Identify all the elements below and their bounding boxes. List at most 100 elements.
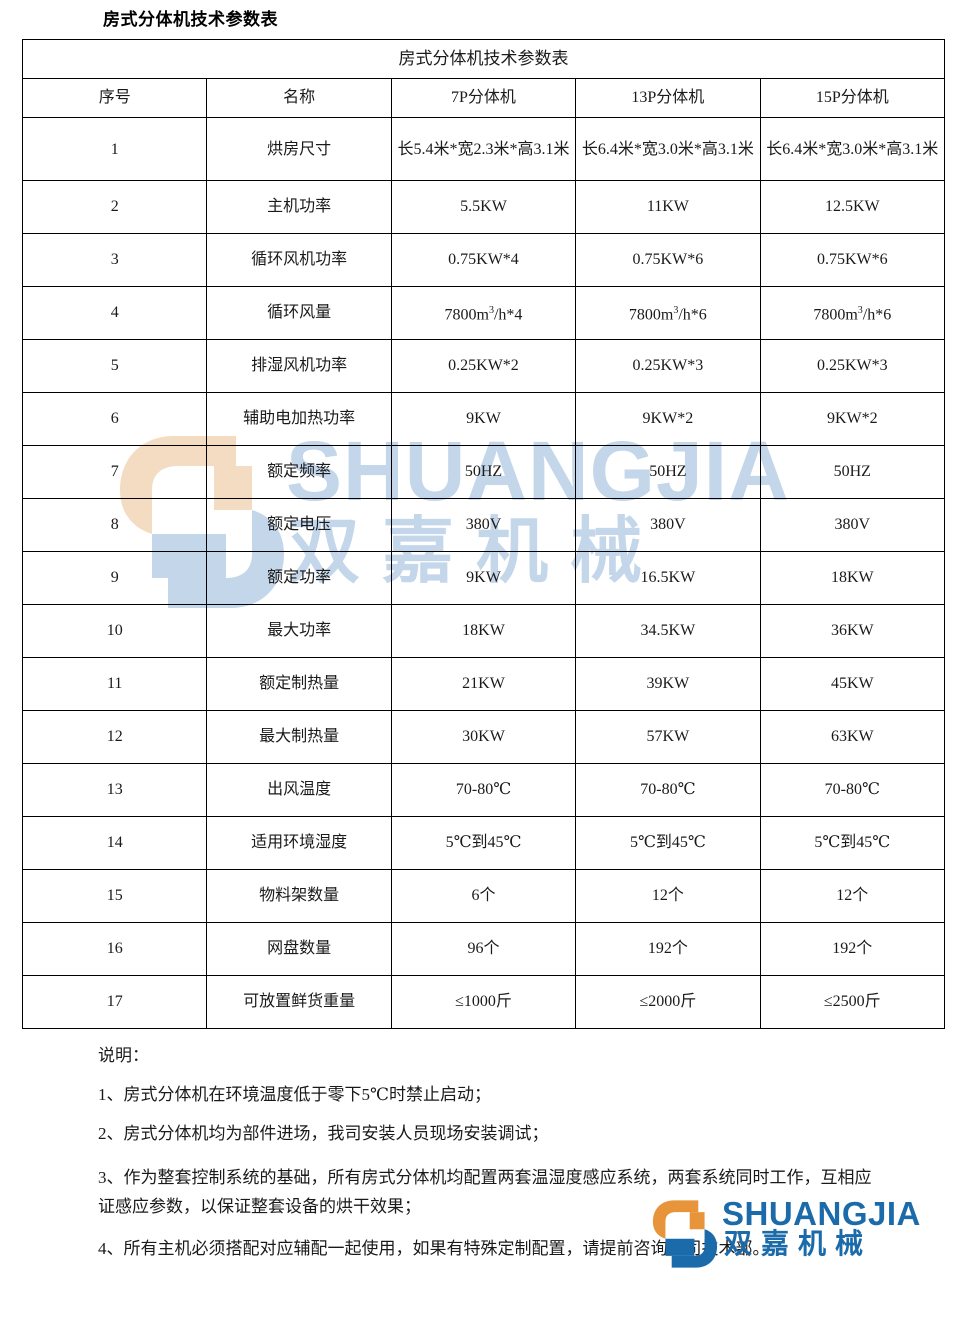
table-row: 5 排湿风机功率 0.25KW*2 0.25KW*3 0.25KW*3 xyxy=(21,339,946,393)
cell-model-7p: 380V xyxy=(390,498,577,552)
spec-table: 房式分体机技术参数表 序号 名称 7P分体机 13P分体机 15P分体机 1 烘房… xyxy=(21,39,946,1029)
cell-model-7p: 5℃到45℃ xyxy=(390,816,577,870)
cell-model-15p: 7800m3/h*6 xyxy=(759,286,946,340)
cell-index: 17 xyxy=(21,975,208,1029)
logo-text-cn: 双嘉机械 xyxy=(724,1228,873,1259)
cell-model-7p: 0.75KW*4 xyxy=(390,233,577,287)
cell-index: 7 xyxy=(21,445,208,499)
note-item-3: 3、作为整套控制系统的基础，所有房式分体机均配置两套温湿度感应系统，两套系统同时… xyxy=(98,1168,872,1216)
cell-name: 额定电压 xyxy=(206,498,392,552)
cell-model-13p: 0.25KW*3 xyxy=(575,339,761,393)
table-row: 15 物料架数量 6个 12个 12个 xyxy=(21,869,946,923)
cell-model-13p: 39KW xyxy=(575,657,761,711)
cell-name: 最大制热量 xyxy=(206,710,392,764)
column-header-model-13p: 13P分体机 xyxy=(575,78,761,118)
cell-model-13p: 11KW xyxy=(575,180,761,234)
cell-index: 4 xyxy=(21,286,208,340)
cell-name: 循环风机功率 xyxy=(206,233,392,287)
cell-model-7p: 30KW xyxy=(390,710,577,764)
cell-index: 3 xyxy=(21,233,208,287)
cell-index: 12 xyxy=(21,710,208,764)
cell-index: 16 xyxy=(21,922,208,976)
table-row: 13 出风温度 70-80℃ 70-80℃ 70-80℃ xyxy=(21,763,946,817)
table-row: 4 循环风量 7800m3/h*4 7800m3/h*6 7800m3/h*6 xyxy=(21,286,946,340)
table-row: 17 可放置鲜货重量 ≤1000斤 ≤2000斤 ≤2500斤 xyxy=(21,975,946,1029)
table-row: 7 额定频率 50HZ 50HZ 50HZ xyxy=(21,445,946,499)
cell-model-13p: 57KW xyxy=(575,710,761,764)
cell-model-15p: 380V xyxy=(759,498,946,552)
cell-model-13p: 12个 xyxy=(575,869,761,923)
cell-model-13p: 192个 xyxy=(575,922,761,976)
cell-model-7p: 5.5KW xyxy=(390,180,577,234)
cell-model-15p: 长6.4米*宽3.0米*高3.1米 xyxy=(759,117,946,181)
spec-table-body: 房式分体机技术参数表 序号 名称 7P分体机 13P分体机 15P分体机 1 烘房… xyxy=(21,39,946,1029)
cell-model-15p: 63KW xyxy=(759,710,946,764)
cell-model-7p: 50HZ xyxy=(390,445,577,499)
note-item-2: 2、房式分体机均为部件进场，我司安装人员现场安装调试； xyxy=(98,1124,549,1143)
cell-model-13p: ≤2000斤 xyxy=(575,975,761,1029)
cell-name: 物料架数量 xyxy=(206,869,392,923)
cell-model-7p: 21KW xyxy=(390,657,577,711)
cell-model-13p: 50HZ xyxy=(575,445,761,499)
column-header-name: 名称 xyxy=(206,78,392,118)
cell-model-15p: 36KW xyxy=(759,604,946,658)
cell-model-7p: 70-80℃ xyxy=(390,763,577,817)
column-header-index: 序号 xyxy=(21,78,208,118)
cell-model-15p: 45KW xyxy=(759,657,946,711)
table-row: 3 循环风机功率 0.75KW*4 0.75KW*6 0.75KW*6 xyxy=(21,233,946,287)
company-logo: SHUANGJIA 双嘉机械 xyxy=(652,1196,964,1282)
cell-model-15p: 12个 xyxy=(759,869,946,923)
cell-model-15p: 192个 xyxy=(759,922,946,976)
cell-model-13p: 380V xyxy=(575,498,761,552)
table-header-row: 序号 名称 7P分体机 13P分体机 15P分体机 xyxy=(21,78,946,118)
table-caption: 房式分体机技术参数表 xyxy=(22,39,945,79)
cell-model-13p: 0.75KW*6 xyxy=(575,233,761,287)
logo-text-en: SHUANGJIA xyxy=(722,1195,921,1232)
cell-model-13p: 70-80℃ xyxy=(575,763,761,817)
cell-index: 2 xyxy=(21,180,208,234)
cell-model-7p: 6个 xyxy=(390,869,577,923)
notes-section: 说明： 1、房式分体机在环境温度低于零下5℃时禁止启动； 2、房式分体机均为部件… xyxy=(98,1046,888,1278)
cell-index: 6 xyxy=(21,392,208,446)
cell-model-13p: 7800m3/h*6 xyxy=(575,286,761,340)
cell-model-13p: 34.5KW xyxy=(575,604,761,658)
table-row: 16 网盘数量 96个 192个 192个 xyxy=(21,922,946,976)
cell-name: 循环风量 xyxy=(206,286,392,340)
cell-index: 14 xyxy=(21,816,208,870)
cell-name: 额定功率 xyxy=(206,551,392,605)
note-item-1: 1、房式分体机在环境温度低于零下5℃时禁止启动； xyxy=(98,1085,492,1104)
spec-table-container: 房式分体机技术参数表 序号 名称 7P分体机 13P分体机 15P分体机 1 烘房… xyxy=(21,39,946,1029)
cell-model-7p: ≤1000斤 xyxy=(390,975,577,1029)
cell-model-15p: 0.75KW*6 xyxy=(759,233,946,287)
cell-index: 1 xyxy=(21,117,208,181)
cell-model-13p: 16.5KW xyxy=(575,551,761,605)
cell-index: 9 xyxy=(21,551,208,605)
cell-model-15p: 9KW*2 xyxy=(759,392,946,446)
column-header-model-7p: 7P分体机 xyxy=(390,78,577,118)
table-row: 9 额定功率 9KW 16.5KW 18KW xyxy=(21,551,946,605)
cell-name: 烘房尺寸 xyxy=(206,117,392,181)
cell-model-15p: 70-80℃ xyxy=(759,763,946,817)
notes-heading: 说明： xyxy=(98,1046,149,1065)
column-header-model-15p: 15P分体机 xyxy=(759,78,946,118)
table-row: 6 辅助电加热功率 9KW 9KW*2 9KW*2 xyxy=(21,392,946,446)
cell-name: 额定频率 xyxy=(206,445,392,499)
table-row: 10 最大功率 18KW 34.5KW 36KW xyxy=(21,604,946,658)
cell-index: 15 xyxy=(21,869,208,923)
cell-model-13p: 9KW*2 xyxy=(575,392,761,446)
page-title: 房式分体机技术参数表 xyxy=(103,10,278,29)
cell-model-15p: 50HZ xyxy=(759,445,946,499)
cell-name: 主机功率 xyxy=(206,180,392,234)
cell-name: 出风温度 xyxy=(206,763,392,817)
table-row: 8 额定电压 380V 380V 380V xyxy=(21,498,946,552)
cell-name: 辅助电加热功率 xyxy=(206,392,392,446)
table-row: 2 主机功率 5.5KW 11KW 12.5KW xyxy=(21,180,946,234)
cell-name: 排湿风机功率 xyxy=(206,339,392,393)
cell-model-7p: 9KW xyxy=(390,551,577,605)
table-row: 14 适用环境湿度 5℃到45℃ 5℃到45℃ 5℃到45℃ xyxy=(21,816,946,870)
cell-model-7p: 7800m3/h*4 xyxy=(390,286,577,340)
cell-name: 可放置鲜货重量 xyxy=(206,975,392,1029)
table-caption-row: 房式分体机技术参数表 xyxy=(22,39,945,79)
table-row: 1 烘房尺寸 长5.4米*宽2.3米*高3.1米 长6.4米*宽3.0米*高3.1米长… xyxy=(21,117,946,181)
cell-name: 额定制热量 xyxy=(206,657,392,711)
